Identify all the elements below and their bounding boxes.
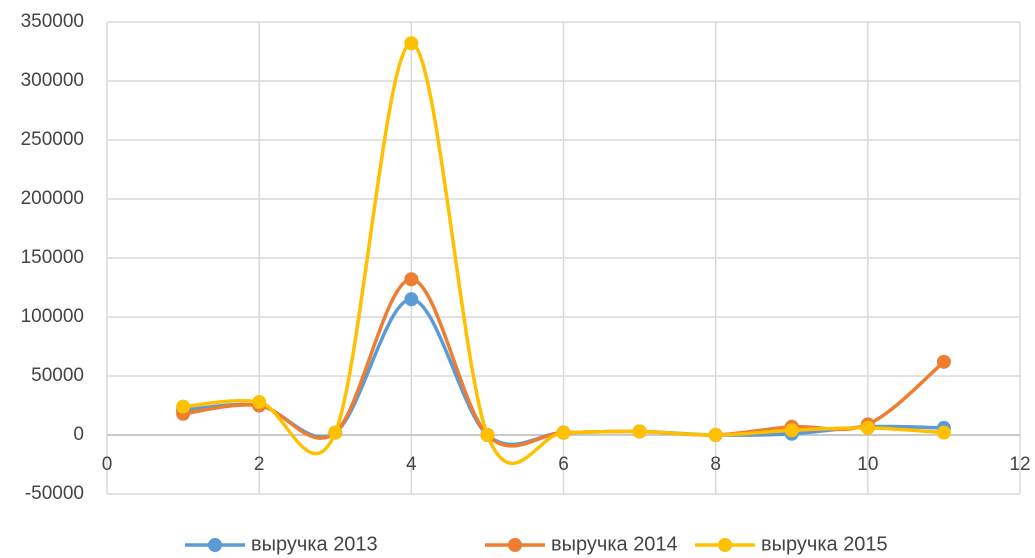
point [860, 420, 875, 435]
point [936, 425, 951, 440]
y-tick-label: -50000 [25, 483, 84, 504]
legend-label: выручка 2014 [551, 533, 678, 555]
y-tick-label: 350000 [21, 11, 84, 32]
point [936, 354, 951, 369]
point [404, 272, 419, 287]
x-tick-label: 12 [1009, 454, 1030, 475]
point [404, 36, 419, 51]
point [404, 292, 419, 307]
y-tick-label: 300000 [21, 70, 84, 91]
point [480, 428, 495, 442]
y-tick-label: 100000 [21, 306, 84, 327]
point [176, 399, 191, 414]
point [556, 425, 571, 440]
x-tick-label: 8 [710, 454, 721, 475]
legend-marker [208, 538, 222, 552]
legend-marker [718, 538, 732, 552]
point [708, 428, 723, 442]
point [328, 425, 343, 440]
y-tick-label: 150000 [21, 247, 84, 268]
legend-item: выручка 2014 [485, 533, 678, 555]
point [252, 394, 267, 409]
point [632, 424, 647, 439]
legend-marker [508, 538, 522, 552]
x-tick-label: 2 [254, 454, 265, 475]
series-line [182, 277, 946, 448]
legend-label: выручка 2013 [251, 533, 378, 555]
y-tick-label: 50000 [31, 365, 84, 386]
x-tick-label: 6 [558, 454, 569, 475]
x-tick-label: 0 [102, 454, 113, 475]
point [784, 423, 799, 438]
x-tick-label: 10 [857, 454, 878, 475]
y-tick-label: 0 [73, 424, 84, 445]
legend-label: выручка 2015 [761, 533, 888, 555]
y-tick-label: 200000 [21, 188, 84, 209]
legend-item: выручка 2015 [695, 533, 888, 555]
x-tick-label: 4 [406, 454, 417, 475]
y-tick-label: 250000 [21, 129, 84, 150]
legend-item: выручка 2013 [185, 533, 378, 555]
